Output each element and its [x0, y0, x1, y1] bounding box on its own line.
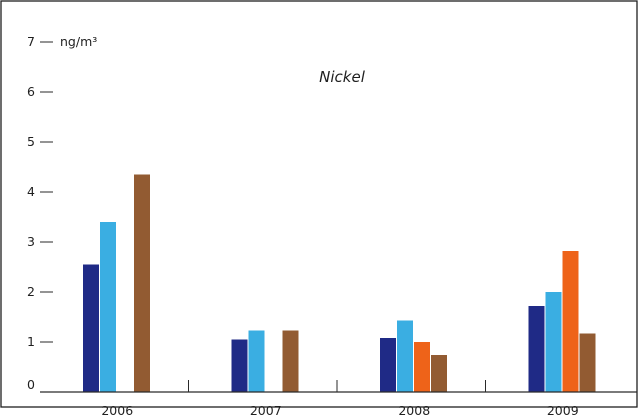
- bar-2006-series-4: [134, 174, 150, 392]
- bar-2008-series-2: [397, 320, 413, 392]
- y-tick-label-3: 3: [27, 234, 35, 249]
- bar-series: [83, 174, 596, 392]
- bar-2006-series-1: [83, 264, 99, 392]
- chart-title: Nickel: [319, 68, 366, 86]
- bar-2008-series-4: [431, 355, 447, 392]
- bar-2009-series-4: [579, 333, 596, 392]
- x-tick-label-2006: 2006: [101, 403, 133, 418]
- bar-2008-series-3: [414, 342, 430, 392]
- bar-2009-series-3: [562, 251, 579, 392]
- y-tick-label-4: 4: [27, 184, 35, 199]
- bar-2009-series-1: [528, 306, 545, 392]
- bar-2008-series-1: [380, 338, 396, 392]
- bar-2007-series-1: [231, 339, 248, 392]
- y-tick-label-1: 1: [27, 334, 35, 349]
- bar-2007-series-2: [248, 330, 265, 392]
- y-tick-label-0: 0: [27, 377, 35, 392]
- y-axis-ticks: 0 1 2 3 4 5 6 7: [27, 34, 53, 392]
- x-tick-label-2009: 2009: [547, 403, 579, 418]
- x-tick-label-2008: 2008: [398, 403, 430, 418]
- x-tick-label-2007: 2007: [250, 403, 282, 418]
- bar-2006-series-2: [100, 222, 116, 392]
- y-tick-label-6: 6: [27, 84, 35, 99]
- y-tick-label-5: 5: [27, 134, 35, 149]
- bar-2007-series-4: [282, 330, 299, 392]
- x-axis-ticks: 2006 2007 2008 2009: [101, 380, 579, 418]
- bar-2009-series-2: [545, 292, 562, 392]
- y-tick-label-2: 2: [27, 284, 35, 299]
- y-unit-label: ng/m³: [60, 34, 97, 49]
- y-tick-label-7: 7: [27, 34, 35, 49]
